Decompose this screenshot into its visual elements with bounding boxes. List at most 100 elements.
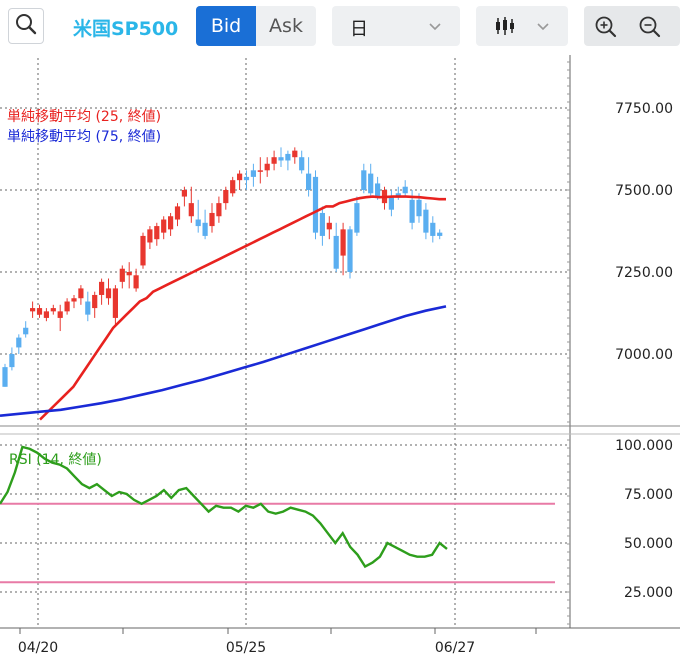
chart-grid <box>0 58 567 628</box>
x-tick-label: 04/20 <box>18 640 58 656</box>
candle-body <box>43 311 49 318</box>
candle-body <box>57 311 63 318</box>
candle-body <box>36 308 43 315</box>
candle-body <box>395 193 401 197</box>
candle-body <box>78 288 84 299</box>
candle-body <box>437 232 443 236</box>
candle-body <box>319 212 325 236</box>
candle-body <box>195 219 201 227</box>
candle-body <box>361 170 367 190</box>
candlestick-icon <box>494 15 516 41</box>
period-select[interactable]: 日 <box>332 6 460 46</box>
legend-sma25: 単純移動平均 (25, 終値) <box>7 109 161 125</box>
candle-body <box>216 203 222 217</box>
y-tick-label: 75.000 <box>624 487 673 503</box>
search-button[interactable] <box>8 8 44 44</box>
candle-body <box>388 196 394 210</box>
symbol-name: 米国SP500 <box>73 18 179 40</box>
ask-button[interactable]: Ask <box>269 15 303 37</box>
candle-body <box>105 288 112 299</box>
zoom-out-icon[interactable] <box>638 15 662 43</box>
candle-body <box>375 183 381 197</box>
candle-body <box>347 229 353 272</box>
y-tick-label: 7000.00 <box>615 347 673 363</box>
chevron-down-icon <box>536 19 550 38</box>
candle-body <box>64 301 70 312</box>
y-tick-label: 100.000 <box>615 438 673 454</box>
y-tick-label: 7750.00 <box>615 101 673 117</box>
candle-body <box>278 157 284 161</box>
candle-body <box>181 190 187 197</box>
candle-body <box>161 219 167 233</box>
candle-body <box>264 163 270 171</box>
candle-body <box>368 173 374 194</box>
candle-body <box>299 157 305 171</box>
candle-body <box>292 150 298 158</box>
candle-body <box>16 337 22 348</box>
candle-body <box>243 176 250 181</box>
candle-body <box>306 173 312 190</box>
rsi-panel: RSI (14, 終値) <box>0 445 555 584</box>
toolbar: 米国SP500 Bid Ask 日 <box>0 0 680 50</box>
candle-body <box>154 226 160 240</box>
axes: 7750.00 7500.00 7250.00 7000.00 100.000 75.00… <box>0 55 680 656</box>
candle-body <box>430 222 436 236</box>
candle-body <box>168 216 174 230</box>
candle-body <box>50 308 56 312</box>
legend-sma75: 単純移動平均 (75, 終値) <box>7 129 161 145</box>
sma25-line <box>39 195 446 421</box>
candle-body <box>230 180 236 194</box>
moving-average-lines <box>0 195 447 421</box>
y-tick-label: 25.000 <box>624 585 673 601</box>
candle-body <box>223 190 229 204</box>
bid-ask-toggle: Bid Ask <box>196 6 316 46</box>
search-icon <box>15 13 37 39</box>
candle-body <box>340 229 346 256</box>
price-chart[interactable]: RSI (14, 終値) 7750.00 7500.00 7250.00 7000.0… <box>0 50 680 662</box>
candle-body <box>188 203 194 217</box>
candle-body <box>112 288 118 318</box>
y-tick-label: 7500.00 <box>615 183 673 199</box>
x-tick-label: 05/25 <box>226 640 266 656</box>
bid-button[interactable]: Bid <box>196 6 256 46</box>
candle-body <box>126 272 132 276</box>
x-tick-label: 06/27 <box>435 640 475 656</box>
candle-body <box>92 294 98 309</box>
candle-body <box>416 199 422 217</box>
candle-body <box>312 176 319 233</box>
candle-body <box>409 199 415 223</box>
y-tick-label: 7250.00 <box>615 265 673 281</box>
chart-type-select[interactable] <box>476 6 568 46</box>
candle-body <box>202 222 208 236</box>
candle-body <box>402 186 408 194</box>
candle-body <box>271 157 277 164</box>
candle-body <box>250 170 256 177</box>
period-value: 日 <box>350 19 368 40</box>
chart-area[interactable]: RSI (14, 終値) 7750.00 7500.00 7250.00 7000.0… <box>0 50 680 662</box>
candle-body <box>285 153 291 161</box>
sma75-line <box>0 305 447 417</box>
zoom-in-icon[interactable] <box>594 15 618 43</box>
rsi-line <box>0 445 448 569</box>
candle-body <box>354 203 360 233</box>
candle-body <box>333 235 339 269</box>
legend-rsi: RSI (14, 終値) <box>9 452 102 468</box>
candle-body <box>257 170 263 172</box>
candle-body <box>2 367 8 387</box>
candle-body <box>174 206 181 220</box>
candle-body <box>423 209 429 233</box>
candle-body <box>237 173 243 181</box>
zoom-controls <box>584 6 680 46</box>
candle-body <box>326 222 332 230</box>
candle-body <box>140 235 146 266</box>
candle-body <box>99 281 105 295</box>
candlestick-series <box>2 147 443 387</box>
candle-body <box>85 301 91 315</box>
candle-body <box>71 298 77 302</box>
candle-body <box>30 308 36 312</box>
chevron-down-icon <box>428 19 442 38</box>
candle-body <box>9 354 15 368</box>
candle-body <box>209 212 215 227</box>
candle-body <box>147 229 153 243</box>
candle-body <box>23 327 29 335</box>
